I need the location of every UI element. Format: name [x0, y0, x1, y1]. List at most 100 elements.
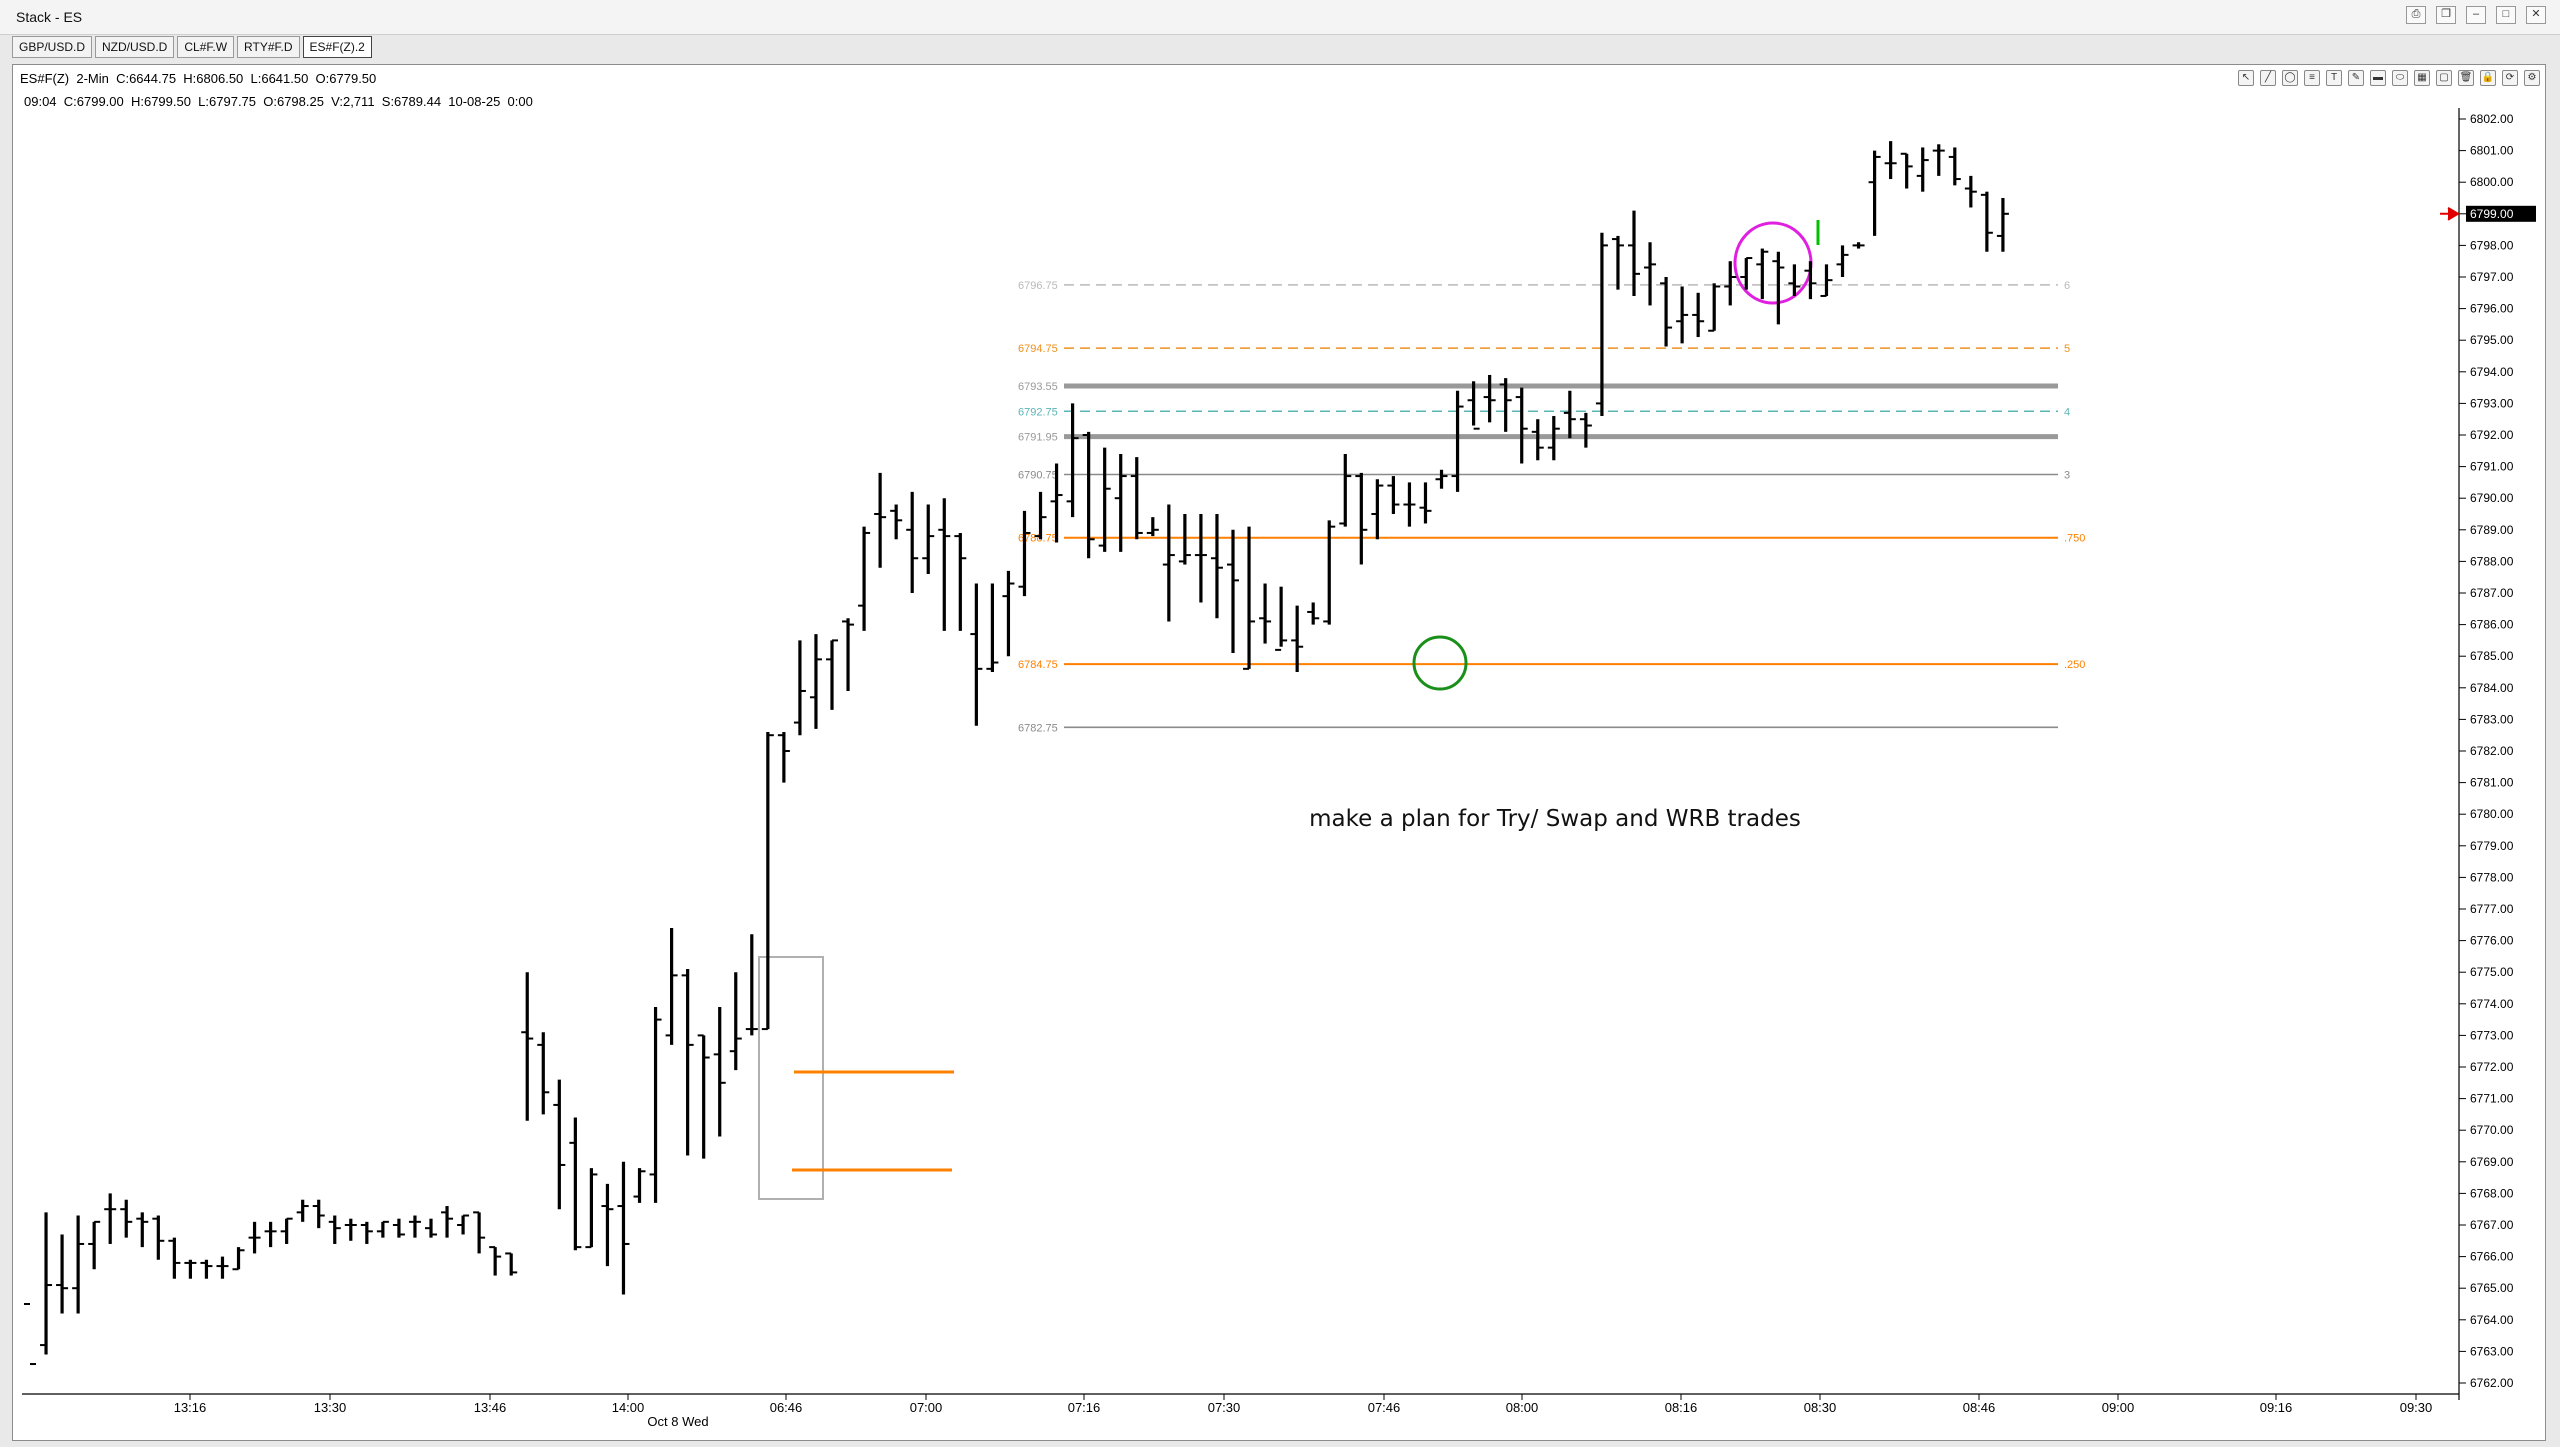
ohlc-bar: [441, 1206, 454, 1238]
line-tool-icon[interactable]: ╱: [2260, 70, 2276, 86]
ohlc-bar: [408, 1215, 421, 1238]
x-tick-label: 13:16: [174, 1400, 207, 1415]
ohlc-bar: [842, 618, 855, 691]
ohlc-bar: [1114, 453, 1127, 552]
marker-tool-icon[interactable]: ▬: [2370, 70, 2386, 86]
lock-icon[interactable]: 🔒: [2480, 70, 2496, 86]
x-tick-label: 09:16: [2260, 1400, 2293, 1415]
ohlc-bar: [328, 1215, 341, 1244]
ohlc-bar: [1916, 147, 1929, 192]
pen-tool-icon[interactable]: ✎: [2348, 70, 2364, 86]
grid-tool-icon[interactable]: ▦: [2414, 70, 2430, 86]
ohlc-bar: [1194, 514, 1207, 603]
ohlc-bar: [376, 1220, 389, 1238]
ohlc-bar: [761, 732, 774, 1031]
maximize-icon[interactable]: □: [2496, 6, 2516, 24]
x-tick-label: 07:16: [1068, 1400, 1101, 1415]
box-tool-icon[interactable]: ▢: [2436, 70, 2452, 86]
bar-info: 09:04 C:6799.00 H:6799.50 L:6797.75 O:67…: [24, 94, 533, 109]
ohlc-bar: [1628, 210, 1640, 296]
range-box: [758, 956, 824, 1200]
ohlc-bar: [1483, 374, 1496, 423]
level-label: 6793.55: [1018, 381, 1058, 393]
y-tick-label: 6779.00: [2470, 839, 2514, 853]
ohlc-bar: [1515, 387, 1528, 464]
ohlc-bar: [1579, 412, 1592, 448]
x-tick-label: 07:30: [1208, 1400, 1241, 1415]
arrow-tool-icon[interactable]: ↖: [2238, 70, 2254, 86]
restore-icon[interactable]: ❐: [2436, 6, 2456, 24]
minimize-icon[interactable]: –: [2466, 6, 2486, 24]
y-tick-label: 6781.00: [2470, 776, 2514, 790]
text-tool-icon[interactable]: T: [2326, 70, 2342, 86]
level-right-label: 3: [2064, 470, 2070, 482]
ohlc-bar: [1098, 447, 1111, 552]
y-tick-label: 6762.00: [2470, 1376, 2514, 1390]
ohlc-bar: [1227, 529, 1239, 654]
tab-cl[interactable]: CL#F.W: [177, 36, 235, 58]
ohlc-bar: [505, 1252, 518, 1276]
ohlc-bar: [1644, 242, 1657, 306]
y-tick-label: 6776.00: [2470, 934, 2514, 948]
y-tick-label: 6785.00: [2470, 649, 2514, 663]
ohlc-bar: [1611, 235, 1624, 290]
x-tick-label: 08:46: [1963, 1400, 1996, 1415]
tab-nzdusd[interactable]: NZD/USD.D: [95, 36, 175, 58]
close-icon[interactable]: ✕: [2526, 6, 2546, 24]
chart-annotation: make a plan for Try/ Swap and WRB trades: [1309, 806, 1801, 832]
ohlc-bar: [1050, 463, 1063, 543]
ohlc-bar: [569, 1117, 582, 1251]
ohlc-bar: [425, 1218, 437, 1238]
axes: 6802.00 6801.00 6800.00 6799.00 6798.00 6797.…: [174, 112, 2536, 1429]
price-bars: [24, 141, 2009, 1366]
ohlc-bar: [1130, 457, 1143, 540]
ohlc-bar: [56, 1234, 69, 1314]
sync-icon[interactable]: ⟳: [2502, 70, 2518, 86]
y-tick-label: 6792.00: [2470, 428, 2514, 442]
y-tick-label: 6766.00: [2470, 1250, 2514, 1264]
y-tick-label: 6788.00: [2470, 554, 2514, 568]
x-date-label: Oct 8 Wed: [647, 1414, 708, 1429]
ohlc-bar: [1034, 491, 1047, 540]
y-tick-label: 6787.00: [2470, 586, 2514, 600]
level-right-label: .250: [2064, 659, 2085, 671]
y-tick-label: 6783.00: [2470, 712, 2514, 726]
ohlc-bar: [296, 1199, 309, 1222]
settings-icon[interactable]: ⚙: [2524, 70, 2540, 86]
ohlc-bar: [120, 1199, 133, 1238]
y-tick-label: 6793.00: [2470, 396, 2514, 410]
ohlc-bar: [1210, 514, 1223, 619]
y-tick-label: 6774.00: [2470, 997, 2514, 1011]
ohlc-bar: [457, 1214, 470, 1235]
x-tick-label: 13:46: [474, 1400, 507, 1415]
ohlc-bar: [1756, 248, 1769, 300]
ohlc-bar: [1820, 264, 1833, 297]
ohlc-bar: [40, 1212, 53, 1355]
trash-icon[interactable]: 🗑: [2458, 70, 2474, 86]
ohlc-bar: [1162, 504, 1175, 622]
ellipse-tool-icon[interactable]: ⬭: [2392, 70, 2408, 86]
ohlc-bar: [1852, 242, 1865, 249]
ohlc-bar: [1291, 605, 1304, 672]
ohlc-bar: [1724, 261, 1737, 306]
ohlc-bar: [970, 583, 983, 726]
tab-rty[interactable]: RTY#F.D: [237, 36, 300, 58]
tab-gbpusd[interactable]: GBP/USD.D: [12, 36, 93, 58]
y-tick-label: 6765.00: [2470, 1281, 2514, 1295]
level-right-label: 4: [2064, 406, 2070, 418]
print-icon[interactable]: ⎙: [2406, 6, 2426, 24]
symbol-tabs: GBP/USD.D NZD/USD.D CL#F.W RTY#F.D ES#F(…: [12, 36, 372, 58]
fib-tool-icon[interactable]: ≡: [2304, 70, 2320, 86]
level-label: 6792.75: [1018, 406, 1058, 418]
y-tick-label: 6780.00: [2470, 807, 2514, 821]
ohlc-bar: [1547, 416, 1560, 461]
level-label: 6794.75: [1018, 343, 1058, 355]
y-tick-label: 6796.00: [2470, 302, 2514, 316]
x-tick-label: 09:30: [2400, 1400, 2433, 1415]
ohlc-bar: [1307, 602, 1320, 625]
circle-tool-icon[interactable]: ◯: [2282, 70, 2298, 86]
ohlc-bar: [1804, 261, 1817, 300]
tab-es[interactable]: ES#F(Z).2: [302, 36, 372, 58]
drawing-toolbar: ↖ ╱ ◯ ≡ T ✎ ▬ ⬭ ▦ ▢ 🗑 🔒 ⟳ ⚙: [2238, 70, 2540, 86]
